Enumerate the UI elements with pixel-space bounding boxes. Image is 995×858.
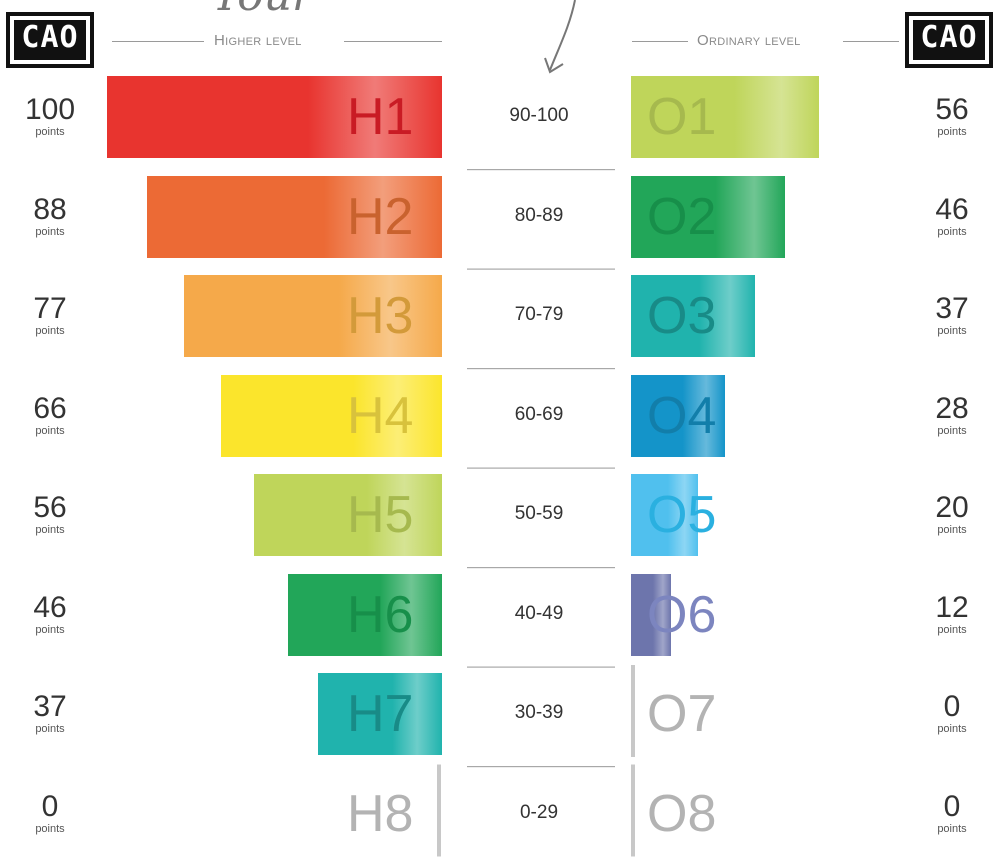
ordinary-grade-label: O5 (647, 486, 717, 544)
higher-points-value: 0 (41, 789, 59, 823)
score-band-label: 30-39 (514, 702, 564, 723)
higher-rule-left (112, 41, 204, 42)
score-band-label: 0-29 (519, 801, 559, 823)
ordinary-points-value: 12 (935, 590, 969, 624)
ordinary-grade-label: O8 (647, 784, 717, 843)
higher-points-label: points (35, 424, 65, 437)
higher-level-label: Higher level (214, 32, 302, 49)
higher-grade-label: H3 (347, 287, 414, 345)
ordinary-grade-label: O3 (647, 287, 717, 345)
higher-bar (318, 673, 442, 755)
ordinary-bar (631, 474, 699, 556)
higher-zero-line (437, 764, 441, 857)
ordinary-bar (631, 175, 786, 258)
score-band-label: 70-79 (514, 304, 564, 325)
ordinary-points-label: points (937, 623, 967, 636)
band-separator (467, 666, 615, 668)
band-separator (467, 368, 615, 370)
higher-bar (147, 175, 442, 258)
higher-points-label: points (35, 325, 65, 337)
higher-grade-label: H4 (347, 386, 414, 445)
higher-points-value: 46 (33, 590, 67, 624)
higher-bar (184, 275, 442, 357)
ordinary-points-value: 37 (935, 292, 969, 325)
score-band-label: 50-59 (514, 503, 564, 524)
higher-grade-label: H8 (347, 784, 414, 843)
ordinary-points-value: 20 (935, 491, 969, 524)
ordinary-points-label: points (937, 822, 967, 835)
higher-bar (254, 474, 442, 556)
higher-points-label: points (35, 225, 65, 238)
cao-logo-right: CAO (905, 12, 993, 68)
ordinary-points-value: 0 (943, 789, 961, 823)
higher-grade-label: H2 (347, 187, 414, 246)
ordinary-bar (631, 374, 725, 457)
higher-points-value: 88 (33, 192, 67, 226)
ordinary-level-label: Ordinary level (697, 32, 801, 49)
higher-points-label: points (35, 723, 65, 735)
higher-grade-label: H1 (347, 88, 414, 146)
higher-rule-right (344, 41, 442, 42)
ordinary-rule-left (632, 41, 688, 42)
higher-points-label: points (35, 524, 65, 536)
ordinary-points-value: 28 (935, 391, 969, 425)
higher-bar (107, 76, 442, 158)
score-band-label: 40-49 (514, 602, 564, 624)
higher-grade-label: H6 (347, 585, 414, 644)
ordinary-grade-label: O4 (647, 386, 717, 445)
higher-bar (220, 374, 442, 457)
ordinary-bar (631, 76, 819, 158)
band-separator (467, 567, 615, 569)
higher-grade-label: H7 (347, 685, 414, 743)
higher-points-value: 100 (24, 93, 76, 126)
score-band-label: 80-89 (514, 204, 564, 226)
ordinary-zero-line (631, 764, 635, 857)
ordinary-points-label: points (937, 325, 967, 337)
ordinary-points-label: points (937, 424, 967, 437)
band-separator (467, 268, 615, 270)
ordinary-rule-right (843, 41, 899, 42)
band-separator (467, 169, 615, 171)
higher-points-label: points (35, 126, 65, 138)
ordinary-grade-label: O2 (647, 187, 717, 246)
cao-logo-left: CAO (6, 12, 94, 68)
top-partial-text: Your (212, 0, 313, 21)
higher-points-value: 56 (33, 491, 67, 524)
arrow-icon (544, 0, 576, 74)
ordinary-bar (631, 573, 672, 656)
higher-points-value: 66 (33, 391, 67, 425)
ordinary-points-value: 46 (935, 192, 969, 226)
score-band-label: 60-69 (514, 403, 564, 425)
ordinary-grade-label: O6 (647, 585, 717, 644)
ordinary-points-value: 56 (935, 93, 969, 126)
higher-points-label: points (35, 822, 65, 835)
ordinary-points-label: points (937, 126, 967, 138)
higher-grade-label: H5 (347, 486, 414, 544)
ordinary-points-label: points (937, 723, 967, 735)
ordinary-points-value: 0 (943, 690, 961, 723)
higher-points-label: points (35, 623, 65, 636)
ordinary-zero-line (631, 665, 635, 757)
ordinary-points-label: points (937, 225, 967, 238)
ordinary-grade-label: O1 (647, 88, 717, 146)
higher-points-value: 37 (33, 690, 67, 723)
higher-bar (287, 573, 442, 656)
ordinary-bar (631, 275, 756, 357)
ordinary-points-label: points (937, 524, 967, 536)
band-separator (467, 766, 615, 768)
higher-points-value: 77 (33, 292, 67, 325)
ordinary-grade-label: O7 (647, 685, 717, 743)
band-separator (467, 467, 615, 469)
score-band-label: 90-100 (509, 105, 569, 126)
